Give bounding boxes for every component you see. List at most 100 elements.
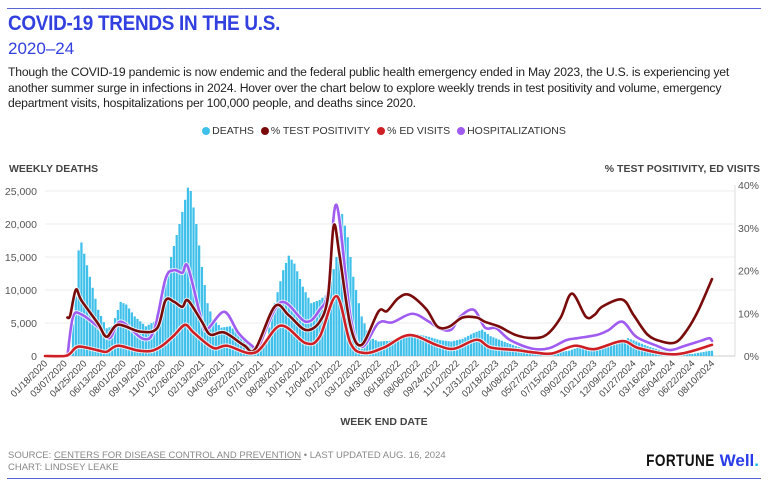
death-bar [307, 297, 310, 356]
death-bar [416, 334, 419, 356]
source-prefix: SOURCE: [8, 450, 54, 461]
legend-item-ed-visits[interactable]: % ED VISITS [377, 125, 450, 137]
death-bar [388, 340, 391, 356]
chart-title: COVID-19 TRENDS IN THE U.S. [8, 12, 281, 35]
legend-dot-icon [377, 127, 386, 135]
death-bar [198, 245, 201, 356]
legend-item-deaths[interactable]: DEATHS [202, 125, 254, 137]
death-bar [231, 328, 234, 356]
death-bar [127, 308, 131, 356]
death-bar [122, 303, 125, 356]
last-updated: • LAST UPDATED AUG. 16, 2024 [301, 450, 446, 461]
death-bar [584, 347, 588, 356]
y-tick-right: 30% [738, 223, 759, 235]
death-bar [282, 270, 285, 356]
ed-visits-line [43, 294, 714, 358]
death-bar [102, 322, 105, 356]
legend-item-test-positivity[interactable]: % TEST POSITIVITY [260, 125, 371, 137]
death-bar [467, 335, 470, 356]
legend-item-hospitalizations[interactable]: HOSPITALIZATIONS [457, 125, 566, 137]
death-bar [113, 318, 117, 356]
y-tick-left: 0 [31, 351, 37, 363]
top-rule [7, 8, 761, 9]
death-bar [587, 347, 590, 356]
death-bar [469, 334, 473, 356]
death-bar [708, 351, 711, 356]
death-bar [169, 257, 173, 356]
death-bar [618, 342, 621, 356]
death-bar [108, 327, 111, 356]
death-bar [226, 326, 229, 356]
legend-dot-icon [457, 127, 466, 135]
death-bar [119, 301, 122, 356]
death-bar [130, 312, 133, 356]
x-axis-title: WEEK END DATE [340, 416, 428, 428]
death-bar [161, 296, 164, 356]
legend-label: % TEST POSITIVITY [270, 125, 371, 137]
death-bar [685, 353, 688, 356]
death-bar [562, 351, 565, 356]
death-bar [332, 269, 335, 356]
death-bar [626, 338, 630, 356]
death-bar [71, 324, 75, 356]
death-bar [570, 349, 573, 356]
death-bar [237, 332, 240, 356]
y-tick-left: 20,000 [5, 219, 37, 231]
death-bar [607, 346, 610, 356]
death-bar [696, 352, 700, 356]
source-link[interactable]: CENTERS FOR DISEASE CONTROL AND PREVENTI… [53, 450, 302, 461]
death-bar [590, 347, 593, 356]
death-bar [360, 316, 363, 356]
death-bar [155, 313, 159, 356]
fortune-well-logo: FORTUNE Well. [646, 451, 759, 470]
bottom-rule [7, 478, 761, 479]
death-bar [598, 347, 602, 356]
chart-credit: CHART: LINDSEY LEAKE [8, 462, 119, 473]
death-bar [181, 211, 184, 356]
death-bar [357, 303, 361, 356]
death-bar [475, 331, 478, 356]
death-bar [425, 336, 428, 356]
death-bar [604, 347, 607, 356]
death-bar [262, 342, 265, 356]
death-bar [581, 346, 585, 356]
death-bar [691, 354, 694, 356]
footer: SOURCE: CENTERS FOR DISEASE CONTROL AND … [8, 450, 446, 474]
death-bar [335, 257, 338, 356]
death-bar [352, 276, 355, 356]
death-bar [396, 338, 400, 356]
chart-subtitle: 2020–24 [8, 39, 75, 58]
death-bar [111, 326, 114, 356]
death-bar [576, 347, 579, 356]
death-bar [167, 270, 170, 356]
death-bar [203, 285, 206, 356]
y-tick-right: 40% [738, 180, 759, 192]
left-axis-title: WEEKLY DEATHS [9, 163, 99, 175]
death-bar [164, 283, 167, 356]
death-bar [220, 327, 223, 356]
death-bar [472, 332, 475, 356]
death-bar [178, 224, 181, 356]
y-tick-right: 20% [738, 266, 759, 278]
legend: DEATHS % TEST POSITIVITY % ED VISITS HOS… [0, 125, 768, 137]
death-bar [405, 336, 408, 356]
chart-description: Though the COVID-19 pandemic is now ende… [8, 65, 730, 110]
death-bar [265, 339, 268, 356]
death-bar [609, 345, 613, 356]
y-tick-right: 10% [738, 308, 759, 320]
death-bar [464, 337, 467, 356]
death-bar [593, 347, 596, 356]
death-bar [478, 330, 481, 356]
death-bar [158, 304, 162, 356]
death-bar [105, 328, 108, 356]
death-bar [125, 304, 128, 356]
legend-label: % ED VISITS [387, 125, 451, 137]
death-bar [411, 335, 414, 356]
y-tick-left: 10,000 [5, 285, 37, 297]
death-bar [394, 339, 397, 356]
death-bar [276, 292, 279, 356]
death-bar [688, 353, 691, 356]
death-bar [374, 340, 377, 356]
death-bar [413, 334, 417, 356]
